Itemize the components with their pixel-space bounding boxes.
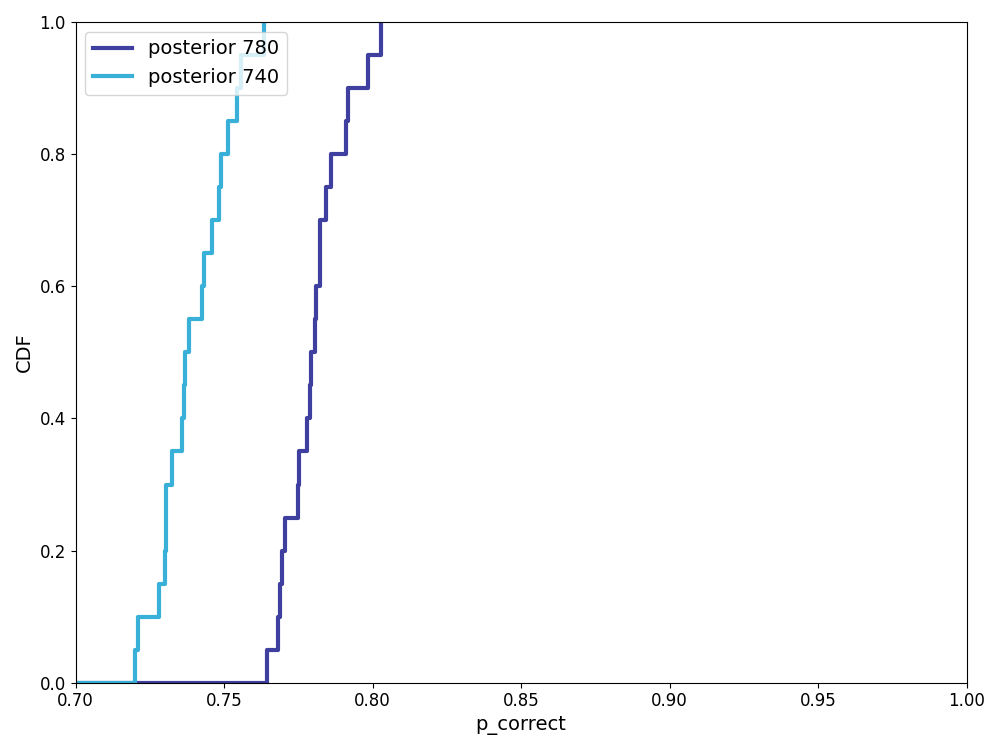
posterior 780: [279, 513, 291, 522]
posterior 740: [222, 116, 234, 125]
posterior 740: [213, 183, 225, 192]
posterior 740: [258, 17, 270, 26]
posterior 740: [132, 612, 144, 621]
Legend: posterior 780, posterior 740: posterior 780, posterior 740: [85, 32, 287, 95]
posterior 740: [235, 50, 247, 59]
posterior 780: [309, 315, 321, 324]
posterior 740: [153, 579, 165, 588]
posterior 780: [325, 150, 337, 159]
posterior 740: [258, 17, 270, 26]
posterior 780: [261, 645, 273, 654]
posterior 740: [159, 546, 171, 555]
Line: posterior 740: posterior 740: [76, 22, 264, 682]
posterior 740: [206, 216, 218, 225]
posterior 740: [70, 678, 82, 687]
posterior 740: [129, 645, 141, 654]
posterior 740: [160, 513, 172, 522]
posterior 780: [293, 447, 305, 456]
posterior 740: [179, 348, 191, 357]
posterior 740: [176, 414, 188, 423]
posterior 740: [196, 282, 208, 291]
posterior 780: [304, 381, 316, 390]
posterior 780: [305, 348, 317, 357]
posterior 780: [314, 216, 326, 225]
X-axis label: p_correct: p_correct: [476, 716, 567, 735]
posterior 780: [314, 249, 326, 258]
Y-axis label: CDF: CDF: [15, 332, 34, 372]
posterior 780: [362, 50, 374, 59]
posterior 780: [276, 546, 288, 555]
posterior 780: [292, 480, 304, 489]
posterior 740: [215, 150, 227, 159]
posterior 740: [160, 480, 172, 489]
posterior 740: [231, 83, 243, 92]
posterior 780: [70, 678, 82, 687]
posterior 780: [375, 17, 387, 26]
posterior 740: [183, 315, 195, 324]
posterior 780: [310, 282, 322, 291]
posterior 740: [166, 447, 178, 456]
posterior 780: [272, 612, 284, 621]
posterior 780: [320, 183, 332, 192]
Line: posterior 780: posterior 780: [76, 22, 381, 682]
posterior 740: [198, 249, 210, 258]
posterior 780: [274, 579, 286, 588]
posterior 780: [301, 414, 313, 423]
posterior 780: [340, 116, 352, 125]
posterior 780: [375, 17, 387, 26]
posterior 780: [342, 83, 354, 92]
posterior 740: [178, 381, 190, 390]
